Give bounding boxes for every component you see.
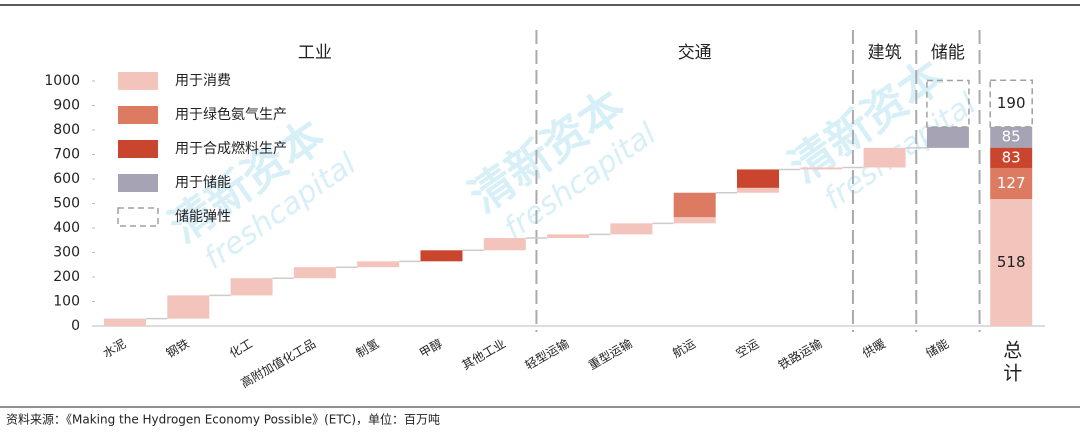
legend-swatch xyxy=(117,207,159,227)
legend-swatch xyxy=(118,72,158,90)
legend-label: 用于消费 xyxy=(175,73,231,89)
bar xyxy=(800,167,843,170)
bar xyxy=(293,267,336,279)
y-tick-label: 700 xyxy=(53,147,80,163)
bar xyxy=(357,261,400,268)
total-bar xyxy=(989,79,1033,128)
bar xyxy=(926,79,970,128)
value-label: 518 xyxy=(997,253,1026,271)
x-tick-label: 水泥 xyxy=(100,337,128,361)
y-tick-label: 1000 xyxy=(44,73,80,89)
bar xyxy=(737,187,779,193)
total-bar xyxy=(990,167,1033,200)
y-tick-label: 200 xyxy=(53,269,80,285)
total-bar xyxy=(990,126,1033,148)
x-tick-label: 空运 xyxy=(733,337,761,361)
bar xyxy=(230,278,273,296)
y-tick-label: 300 xyxy=(53,245,80,261)
y-tick-label: 400 xyxy=(53,220,80,236)
y-tick-label: 900 xyxy=(53,98,80,114)
bar xyxy=(737,169,779,188)
group-label: 建筑 xyxy=(868,43,902,63)
group-label: 工业 xyxy=(298,43,332,63)
x-tick-label: 甲醇 xyxy=(416,336,444,361)
y-tick-label: 500 xyxy=(53,196,80,212)
group-label: 储能 xyxy=(931,43,965,63)
bar xyxy=(420,250,463,262)
value-label: 85 xyxy=(1002,128,1021,146)
bar xyxy=(926,127,969,148)
source: 资料来源：《Making the Hydrogen Economy Possib… xyxy=(6,412,440,427)
total-label: 总计 xyxy=(1000,340,1022,386)
legend-label: 用于合成燃料生产 xyxy=(175,140,287,157)
bar xyxy=(610,223,653,235)
x-tick-label: 轻型运输 xyxy=(522,336,571,373)
x-tick-label: 航运 xyxy=(670,336,698,361)
x-tick-label: 重型运输 xyxy=(586,336,635,373)
value-label: 190 xyxy=(997,94,1026,112)
x-tick-label: 铁路运输 xyxy=(775,336,824,373)
y-tick-label: 100 xyxy=(53,294,80,310)
y-tick-label: 0 xyxy=(71,318,80,334)
group-label: 交通 xyxy=(678,43,712,63)
total-bar xyxy=(990,147,1033,168)
legend-swatch xyxy=(118,140,158,158)
bar xyxy=(104,318,146,326)
bar xyxy=(673,217,716,224)
value-label: 127 xyxy=(997,174,1026,192)
x-tick-label: 供暖 xyxy=(860,337,888,361)
bar xyxy=(167,295,210,319)
bar xyxy=(863,147,906,168)
legend-swatch xyxy=(118,106,158,124)
legend-label: 用于绿色氨气生产 xyxy=(175,106,287,123)
bar xyxy=(673,192,716,218)
x-tick-label: 储能 xyxy=(923,336,951,361)
x-tick-label: 其他工业 xyxy=(459,337,508,373)
bar xyxy=(483,238,526,251)
y-tick-label: 600 xyxy=(53,171,80,187)
y-tick-label: 800 xyxy=(53,122,80,138)
x-tick-label: 化工 xyxy=(227,337,255,361)
total-bar xyxy=(990,199,1033,326)
legend-label: 储能弹性 xyxy=(175,209,231,225)
x-tick-label: 制氢 xyxy=(353,336,381,361)
value-label: 83 xyxy=(1002,148,1021,166)
bar xyxy=(547,234,590,239)
x-tick-label: 钢铁 xyxy=(164,337,192,361)
legend-swatch xyxy=(118,174,158,192)
legend-label: 用于储能 xyxy=(175,175,231,191)
